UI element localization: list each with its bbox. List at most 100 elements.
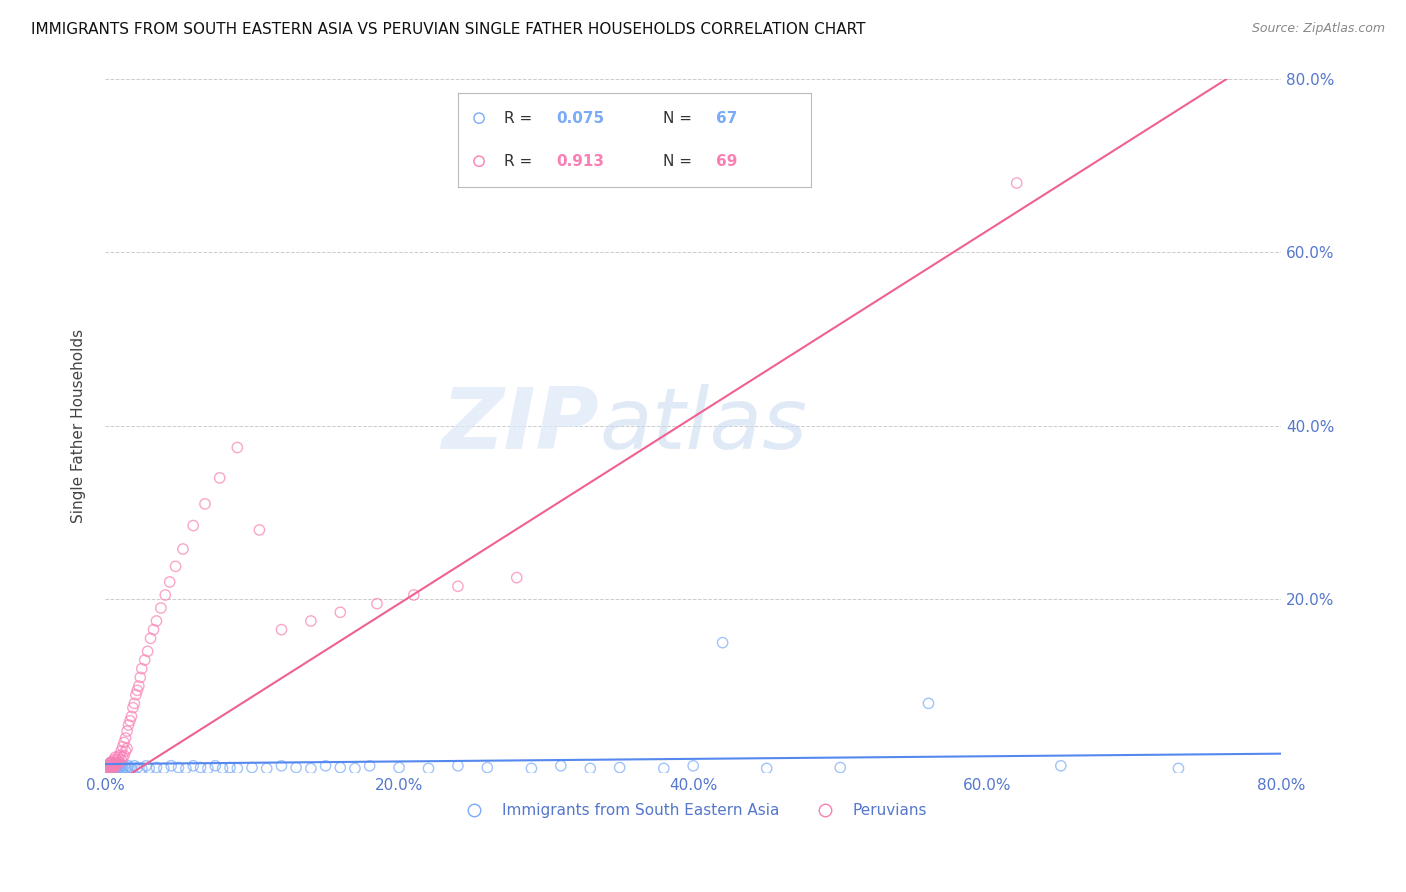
Point	[103, 757, 125, 772]
Point	[155, 588, 177, 602]
Point	[104, 759, 127, 773]
Point	[101, 761, 124, 775]
Point	[105, 760, 128, 774]
Point	[98, 761, 121, 775]
Point	[103, 761, 125, 775]
Point	[97, 762, 120, 776]
Point	[477, 760, 499, 774]
Point	[100, 756, 122, 770]
Point	[135, 759, 157, 773]
Point	[240, 760, 263, 774]
Point	[315, 759, 337, 773]
Point	[104, 756, 127, 770]
Point	[110, 753, 132, 767]
Legend: Immigrants from South Eastern Asia, Peruvians: Immigrants from South Eastern Asia, Peru…	[453, 797, 934, 824]
Point	[208, 471, 231, 485]
Point	[329, 605, 352, 619]
Point	[117, 759, 139, 773]
Point	[149, 601, 172, 615]
Point	[103, 753, 125, 767]
Point	[111, 739, 134, 754]
Text: atlas: atlas	[599, 384, 807, 467]
Point	[226, 761, 249, 775]
Point	[104, 761, 127, 775]
Point	[329, 760, 352, 774]
Point	[98, 759, 121, 773]
Point	[104, 750, 127, 764]
Point	[105, 757, 128, 772]
Point	[830, 760, 852, 774]
Point	[172, 541, 194, 556]
Point	[142, 623, 165, 637]
Point	[447, 579, 470, 593]
Point	[219, 760, 242, 774]
Point	[118, 760, 141, 774]
Point	[579, 761, 602, 775]
Point	[118, 714, 141, 728]
Point	[447, 759, 470, 773]
Point	[108, 757, 131, 772]
Point	[204, 759, 226, 773]
Point	[134, 653, 156, 667]
Point	[114, 760, 136, 774]
Point	[682, 759, 704, 773]
Point	[105, 757, 128, 772]
Point	[917, 697, 939, 711]
Point	[115, 724, 138, 739]
Point	[131, 662, 153, 676]
Point	[103, 760, 125, 774]
Point	[96, 763, 118, 777]
Point	[129, 670, 152, 684]
Text: IMMIGRANTS FROM SOUTH EASTERN ASIA VS PERUVIAN SINGLE FATHER HOUSEHOLDS CORRELAT: IMMIGRANTS FROM SOUTH EASTERN ASIA VS PE…	[31, 22, 866, 37]
Point	[194, 497, 217, 511]
Point	[145, 614, 167, 628]
Point	[100, 756, 122, 770]
Point	[120, 761, 142, 775]
Y-axis label: Single Father Households: Single Father Households	[72, 329, 86, 523]
Point	[167, 760, 190, 774]
Point	[402, 588, 425, 602]
Point	[98, 757, 121, 772]
Point	[388, 760, 411, 774]
Point	[181, 518, 204, 533]
Point	[506, 571, 529, 585]
Point	[97, 760, 120, 774]
Point	[711, 635, 734, 649]
Point	[197, 761, 219, 775]
Point	[96, 761, 118, 775]
Point	[139, 632, 162, 646]
Point	[160, 759, 183, 773]
Point	[101, 759, 124, 773]
Point	[366, 597, 388, 611]
Point	[101, 759, 124, 773]
Point	[115, 741, 138, 756]
Point	[98, 757, 121, 772]
Point	[107, 750, 129, 764]
Point	[97, 759, 120, 773]
Point	[418, 761, 440, 775]
Point	[110, 759, 132, 773]
Point	[124, 697, 146, 711]
Point	[103, 757, 125, 772]
Point	[1005, 176, 1028, 190]
Point	[755, 761, 778, 775]
Point	[120, 709, 142, 723]
Point	[100, 760, 122, 774]
Point	[96, 761, 118, 775]
Point	[165, 559, 187, 574]
Point	[1167, 761, 1189, 775]
Point	[108, 756, 131, 770]
Point	[112, 748, 135, 763]
Point	[359, 759, 381, 773]
Point	[110, 744, 132, 758]
Point	[270, 623, 292, 637]
Point	[159, 574, 181, 589]
Point	[550, 759, 572, 773]
Point	[125, 688, 148, 702]
Point	[343, 761, 366, 775]
Point	[299, 614, 322, 628]
Point	[131, 761, 153, 775]
Point	[112, 759, 135, 773]
Point	[174, 761, 197, 775]
Point	[181, 759, 204, 773]
